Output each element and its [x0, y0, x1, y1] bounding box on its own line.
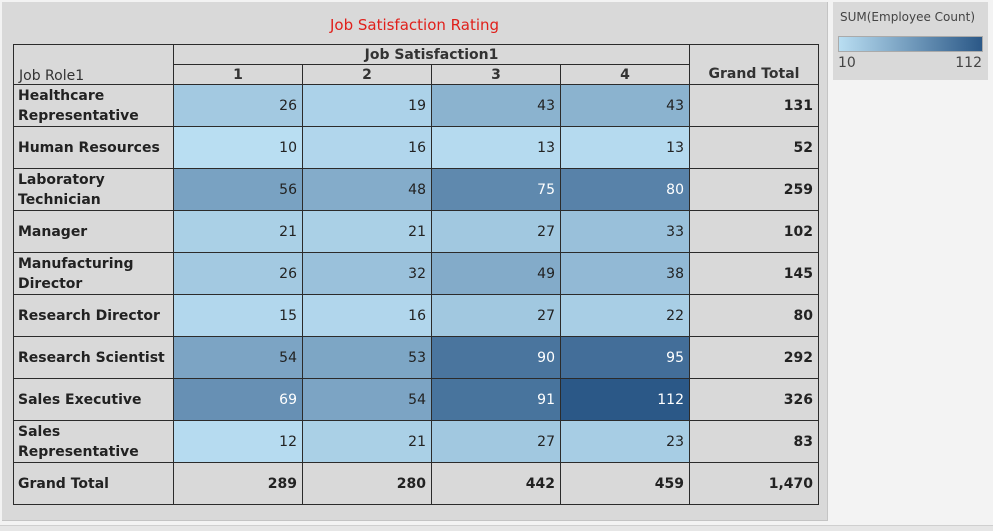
- row-grand-total: 131: [689, 84, 819, 127]
- column-group-label: Job Satisfaction1: [173, 44, 690, 65]
- column-grand-total: 289: [173, 462, 303, 505]
- chart-title: Job Satisfaction Rating: [329, 16, 500, 34]
- heatmap-cell: 21: [173, 210, 303, 253]
- row-grand-total: 52: [689, 126, 819, 169]
- heatmap-cell: 15: [173, 294, 303, 337]
- heatmap-cell: 19: [302, 84, 432, 127]
- heatmap-cell: 53: [302, 336, 432, 379]
- row-grand-total: 292: [689, 336, 819, 379]
- heatmap-cell: 32: [302, 252, 432, 295]
- heatmap-table: Job Role1 Job Satisfaction1 1 2 3 4 Grand To…: [13, 44, 819, 505]
- heatmap-cell: 69: [173, 378, 303, 421]
- column-grand-total: 459: [560, 462, 690, 505]
- row-grand-total: 83: [689, 420, 819, 463]
- header-spacer: [689, 44, 819, 65]
- heatmap-cell: 16: [302, 294, 432, 337]
- column-header-2: 2: [302, 64, 432, 85]
- heatmap-cell: 12: [173, 420, 303, 463]
- legend-title: SUM(Employee Count): [840, 10, 975, 24]
- row-label: Manager: [13, 210, 174, 253]
- row-grand-total: 326: [689, 378, 819, 421]
- heatmap-cell: 27: [431, 420, 561, 463]
- legend-gradient-bar: [838, 36, 983, 52]
- heatmap-cell: 21: [302, 420, 432, 463]
- table-row: Sales Executive 69 54 91 112 326: [13, 378, 819, 421]
- column-header-3: 3: [431, 64, 561, 85]
- heatmap-cell: 80: [560, 168, 690, 211]
- table-row: Manufacturing Director 26 32 49 38 145: [13, 252, 819, 295]
- row-label: Research Scientist: [13, 336, 174, 379]
- table-row: Human Resources 10 16 13 13 52: [13, 126, 819, 169]
- column-grand-total: 442: [431, 462, 561, 505]
- row-label: Sales Executive: [13, 378, 174, 421]
- heatmap-cell: 21: [302, 210, 432, 253]
- column-header-grand-total: Grand Total: [689, 64, 819, 85]
- legend-max: 112: [955, 55, 982, 71]
- column-header-1: 1: [173, 64, 303, 85]
- crosstab-panel: Job Satisfaction Rating Job Role1 Job Sa…: [2, 2, 828, 521]
- tab-strip: [0, 525, 993, 531]
- column-header-4: 4: [560, 64, 690, 85]
- heatmap-cell: 43: [431, 84, 561, 127]
- row-label: Manufacturing Director: [13, 252, 174, 295]
- row-label: Sales Representative: [13, 420, 174, 463]
- row-label: Research Director: [13, 294, 174, 337]
- row-label: Laboratory Technician: [13, 168, 174, 211]
- heatmap-cell: 13: [560, 126, 690, 169]
- table-row: Manager 21 21 27 33 102: [13, 210, 819, 253]
- heatmap-cell: 95: [560, 336, 690, 379]
- heatmap-cell: 54: [302, 378, 432, 421]
- row-grand-total: 145: [689, 252, 819, 295]
- table-row: Laboratory Technician 56 48 75 80 259: [13, 168, 819, 211]
- row-grand-total: 102: [689, 210, 819, 253]
- heatmap-cell: 23: [560, 420, 690, 463]
- heatmap-cell: 43: [560, 84, 690, 127]
- heatmap-cell: 38: [560, 252, 690, 295]
- overall-grand-total: 1,470: [689, 462, 819, 505]
- heatmap-cell: 48: [302, 168, 432, 211]
- heatmap-cell: 54: [173, 336, 303, 379]
- heatmap-cell: 90: [431, 336, 561, 379]
- color-legend: SUM(Employee Count) 10 112: [833, 2, 988, 80]
- grand-total-label: Grand Total: [13, 462, 174, 505]
- heatmap-cell: 27: [431, 210, 561, 253]
- heatmap-cell: 13: [431, 126, 561, 169]
- heatmap-cell: 91: [431, 378, 561, 421]
- table-row: Sales Representative 12 21 27 23 83: [13, 420, 819, 463]
- table-row: Research Scientist 54 53 90 95 292: [13, 336, 819, 379]
- heatmap-cell: 33: [560, 210, 690, 253]
- heatmap-cell: 10: [173, 126, 303, 169]
- row-grand-total: 259: [689, 168, 819, 211]
- heatmap-cell: 26: [173, 84, 303, 127]
- heatmap-cell: 16: [302, 126, 432, 169]
- table-row: Research Director 15 16 27 22 80: [13, 294, 819, 337]
- legend-min: 10: [838, 55, 856, 71]
- row-grand-total: 80: [689, 294, 819, 337]
- row-label: Healthcare Representative: [13, 84, 174, 127]
- table-row: Healthcare Representative 26 19 43 43 131: [13, 84, 819, 127]
- heatmap-cell: 27: [431, 294, 561, 337]
- heatmap-cell: 112: [560, 378, 690, 421]
- heatmap-cell: 26: [173, 252, 303, 295]
- heatmap-cell: 49: [431, 252, 561, 295]
- row-header-label: Job Role1: [13, 44, 174, 85]
- grand-total-row: Grand Total 289 280 442 459 1,470: [13, 462, 819, 505]
- heatmap-cell: 22: [560, 294, 690, 337]
- row-label: Human Resources: [13, 126, 174, 169]
- heatmap-cell: 75: [431, 168, 561, 211]
- column-grand-total: 280: [302, 462, 432, 505]
- heatmap-cell: 56: [173, 168, 303, 211]
